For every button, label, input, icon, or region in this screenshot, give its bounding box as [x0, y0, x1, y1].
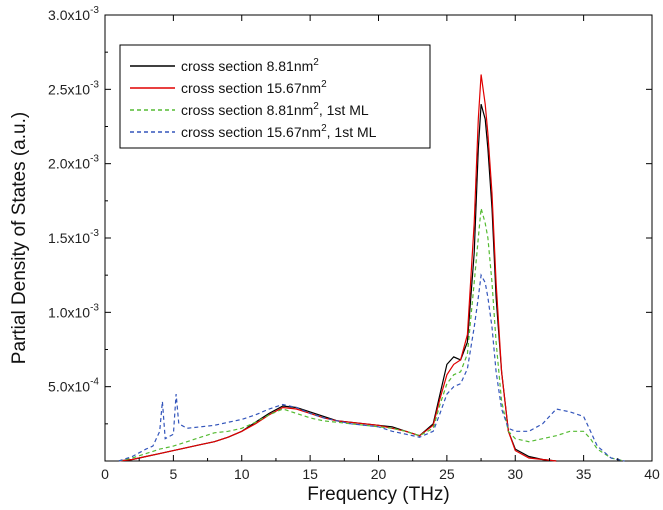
legend-box [119, 44, 431, 149]
y-tick-label: 1.5x10-3 [48, 228, 99, 246]
legend-entry: cross section 15.67nm2 [181, 79, 327, 96]
x-tick-label: 40 [644, 466, 660, 482]
legend: cross section 8.81nm2 cross section 15.67… [119, 44, 431, 149]
series-line-2 [118, 74, 557, 462]
x-tick-label: 30 [507, 466, 523, 482]
x-tick-label: 10 [234, 466, 250, 482]
series-layer [118, 74, 625, 462]
x-tick-label: 0 [101, 466, 109, 482]
x-tick-label: 5 [169, 466, 177, 482]
y-tick-label: 2.5x10-3 [48, 79, 99, 97]
y-axis-title: Partial Density of States (a.u.) [9, 112, 30, 364]
y-tick-label: 3.0x10-3 [48, 5, 99, 23]
legend-entry: cross section 8.81nm2, 1st ML [181, 101, 369, 118]
x-axis-ticks: 0 5 10 15 20 25 30 35 40 [101, 15, 660, 482]
x-tick-label: 20 [371, 466, 387, 482]
legend-entry: cross section 15.67nm2, 1st ML [181, 123, 377, 140]
x-tick-label: 35 [576, 466, 592, 482]
legend-entry: cross section 8.81nm2 [181, 57, 319, 74]
y-tick-label: 2.0x10-3 [48, 154, 99, 172]
series-line-4 [118, 273, 625, 462]
x-axis-title: Frequency (THz) [307, 484, 450, 505]
x-tick-label: 25 [439, 466, 455, 482]
y-tick-label: 1.0x10-3 [48, 302, 99, 320]
x-tick-label: 15 [302, 466, 318, 482]
y-tick-label: 5.0x10-4 [48, 377, 99, 395]
y-axis-ticks: 5.0x10-4 1.0x10-3 1.5x10-3 2.0x10-3 2.5x10-3… [48, 5, 652, 425]
